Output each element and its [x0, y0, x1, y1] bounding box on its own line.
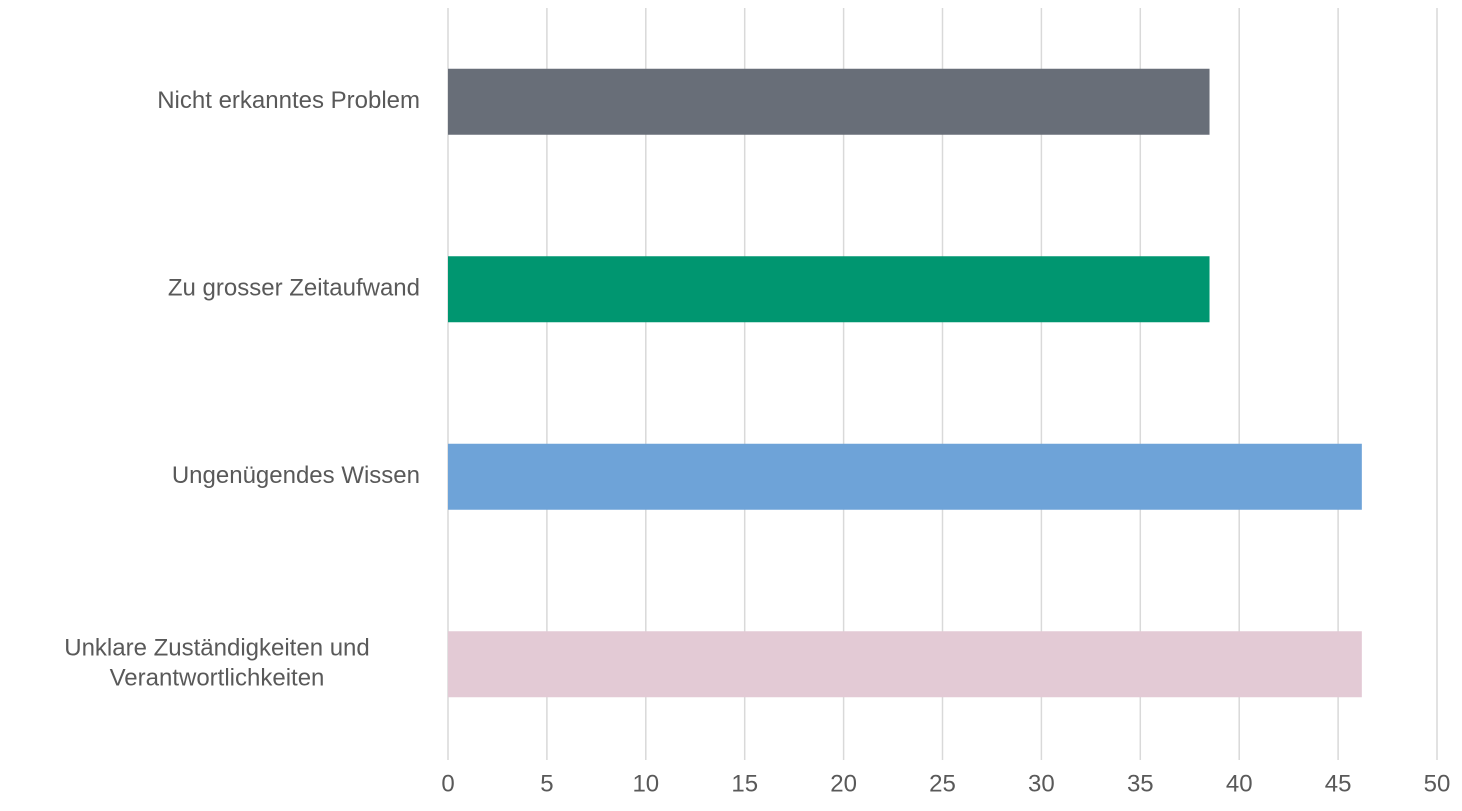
y-tick-label: Nicht erkanntes Problem [157, 87, 420, 114]
x-tick-label: 50 [1424, 770, 1451, 797]
bar [448, 68, 1210, 135]
x-tick-label: 10 [632, 770, 659, 797]
x-tick-label: 40 [1226, 770, 1253, 797]
bar [448, 256, 1210, 323]
y-tick-label: Unklare Zuständigkeiten und Verantwortlic… [64, 635, 370, 692]
y-tick-label: Zu grosser Zeitaufwand [168, 275, 420, 302]
x-tick-label: 25 [929, 770, 956, 797]
x-tick-label: 15 [731, 770, 758, 797]
x-tick-label: 45 [1325, 770, 1352, 797]
x-tick-label: 5 [540, 770, 553, 797]
y-tick-label: Ungenügendes Wissen [172, 462, 420, 489]
x-tick-label: 30 [1028, 770, 1055, 797]
x-tick-label: 0 [441, 770, 454, 797]
bar [448, 631, 1362, 698]
bar [448, 443, 1362, 510]
x-tick-label: 20 [830, 770, 857, 797]
x-tick-label: 35 [1127, 770, 1154, 797]
